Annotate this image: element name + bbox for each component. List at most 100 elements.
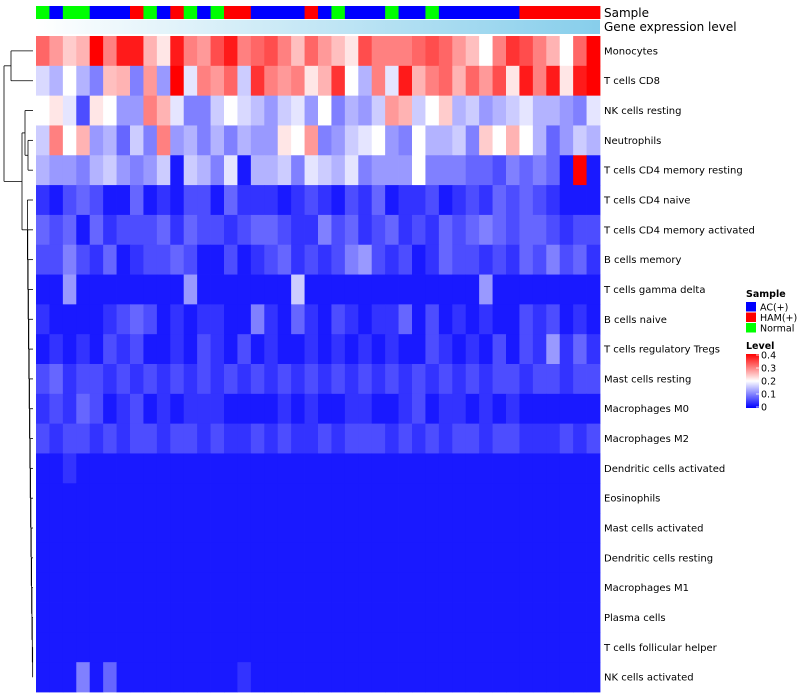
heatmap-cell xyxy=(519,453,534,484)
heatmap-cell xyxy=(116,393,131,425)
heatmap-cell xyxy=(183,125,198,156)
heatmap-cell xyxy=(130,95,144,126)
heatmap-cell xyxy=(170,483,185,514)
level-legend: Level 0.4 0.3 0.2 0.1 0 xyxy=(746,341,776,414)
heatmap-cell xyxy=(438,602,453,633)
heatmap-cell xyxy=(170,662,185,693)
heatmap-cell xyxy=(170,513,185,544)
heatmap-cell xyxy=(304,393,319,425)
heatmap-cell xyxy=(479,453,493,484)
heatmap-cell xyxy=(224,662,238,693)
heatmap-cell xyxy=(465,65,480,97)
heatmap-cell xyxy=(116,65,131,97)
sample-legend-swatch xyxy=(746,312,756,322)
heatmap-cell xyxy=(573,483,587,514)
heatmap-cell xyxy=(586,572,601,603)
heatmap-cell xyxy=(103,483,117,514)
heatmap-cell xyxy=(344,393,359,425)
heatmap-cell xyxy=(250,334,265,365)
heatmap-cell xyxy=(318,95,332,126)
heatmap-cell xyxy=(479,483,493,514)
heatmap-cell xyxy=(237,632,252,663)
heatmap-cell xyxy=(318,483,332,514)
heatmap-cell xyxy=(573,572,587,603)
heatmap-cell xyxy=(143,214,158,246)
heatmap-cell xyxy=(425,602,440,633)
heatmap-cell xyxy=(492,364,507,395)
heatmap-cell xyxy=(143,632,158,663)
heatmap-cell xyxy=(371,125,386,156)
sample-annotation-cell xyxy=(586,6,601,19)
heatmap-cell xyxy=(532,65,547,97)
heatmap-cell xyxy=(573,334,587,365)
heatmap-cell xyxy=(412,125,426,156)
heatmap-cell xyxy=(479,572,493,603)
heatmap-cell xyxy=(49,185,64,216)
row-label: T cells CD4 naive xyxy=(603,196,690,207)
heatmap-cell xyxy=(519,214,534,246)
heatmap-cell xyxy=(479,274,493,305)
heatmap-cell xyxy=(143,483,158,514)
heatmap-cell xyxy=(197,36,211,67)
heatmap-cell xyxy=(264,542,279,574)
heatmap-cell xyxy=(291,155,305,186)
heatmap-cell xyxy=(76,572,91,603)
row-label: T cells gamma delta xyxy=(603,285,705,296)
sample-annotation-cell xyxy=(237,6,252,19)
heatmap-cell xyxy=(546,304,561,335)
heatmap-cell xyxy=(277,483,292,514)
sample-annotation-cell xyxy=(358,6,373,19)
heatmap-cell xyxy=(49,95,64,126)
sample-annotation-cell xyxy=(546,6,561,19)
heatmap-cell xyxy=(197,125,211,156)
heatmap-cell xyxy=(49,662,64,693)
heatmap-cell xyxy=(304,662,319,693)
heatmap-cell xyxy=(506,214,520,246)
heatmap-cell xyxy=(438,274,453,305)
heatmap-cell xyxy=(62,542,77,574)
heatmap-cell xyxy=(210,304,225,335)
heatmap-cell xyxy=(371,542,386,574)
heatmap-cell xyxy=(344,95,359,126)
heatmap-cell xyxy=(398,304,413,335)
heatmap-cell xyxy=(438,155,453,186)
heatmap-cell xyxy=(398,483,413,514)
heatmap-cell xyxy=(76,304,91,335)
heatmap-cell xyxy=(130,65,144,97)
heatmap-cell xyxy=(506,155,520,186)
heatmap-cell xyxy=(250,125,265,156)
heatmap-cell xyxy=(291,65,305,97)
heatmap-cell xyxy=(170,334,185,365)
heatmap-cell xyxy=(465,632,480,663)
heatmap-cell xyxy=(318,214,332,246)
heatmap-cell xyxy=(277,274,292,305)
heatmap-cell xyxy=(89,36,104,67)
heatmap-cell xyxy=(210,274,225,305)
heatmap-cell xyxy=(586,65,601,97)
heatmap-cell xyxy=(425,662,440,693)
heatmap-cell xyxy=(573,155,587,186)
heatmap-cell xyxy=(264,602,279,633)
heatmap-cell xyxy=(264,662,279,693)
heatmap-cell xyxy=(183,274,198,305)
heatmap-cell xyxy=(89,393,104,425)
heatmap-cell xyxy=(49,423,64,454)
heatmap-cell xyxy=(304,214,319,246)
heatmap-cell xyxy=(479,125,493,156)
heatmap-cell xyxy=(62,513,77,544)
heatmap-cell xyxy=(412,214,426,246)
heatmap-cell xyxy=(291,483,305,514)
heatmap-cell xyxy=(465,513,480,544)
heatmap-cell xyxy=(224,602,238,633)
heatmap-cell xyxy=(398,632,413,663)
heatmap-cell xyxy=(264,214,279,246)
heatmap-cell xyxy=(492,632,507,663)
heatmap-cell xyxy=(506,364,520,395)
heatmap-cell xyxy=(452,632,467,663)
heatmap-cell xyxy=(331,364,346,395)
heatmap-cell xyxy=(76,125,91,156)
heatmap-cell xyxy=(183,513,198,544)
heatmap-cell xyxy=(479,304,493,335)
heatmap-cell xyxy=(224,632,238,663)
heatmap-cell xyxy=(546,602,561,633)
